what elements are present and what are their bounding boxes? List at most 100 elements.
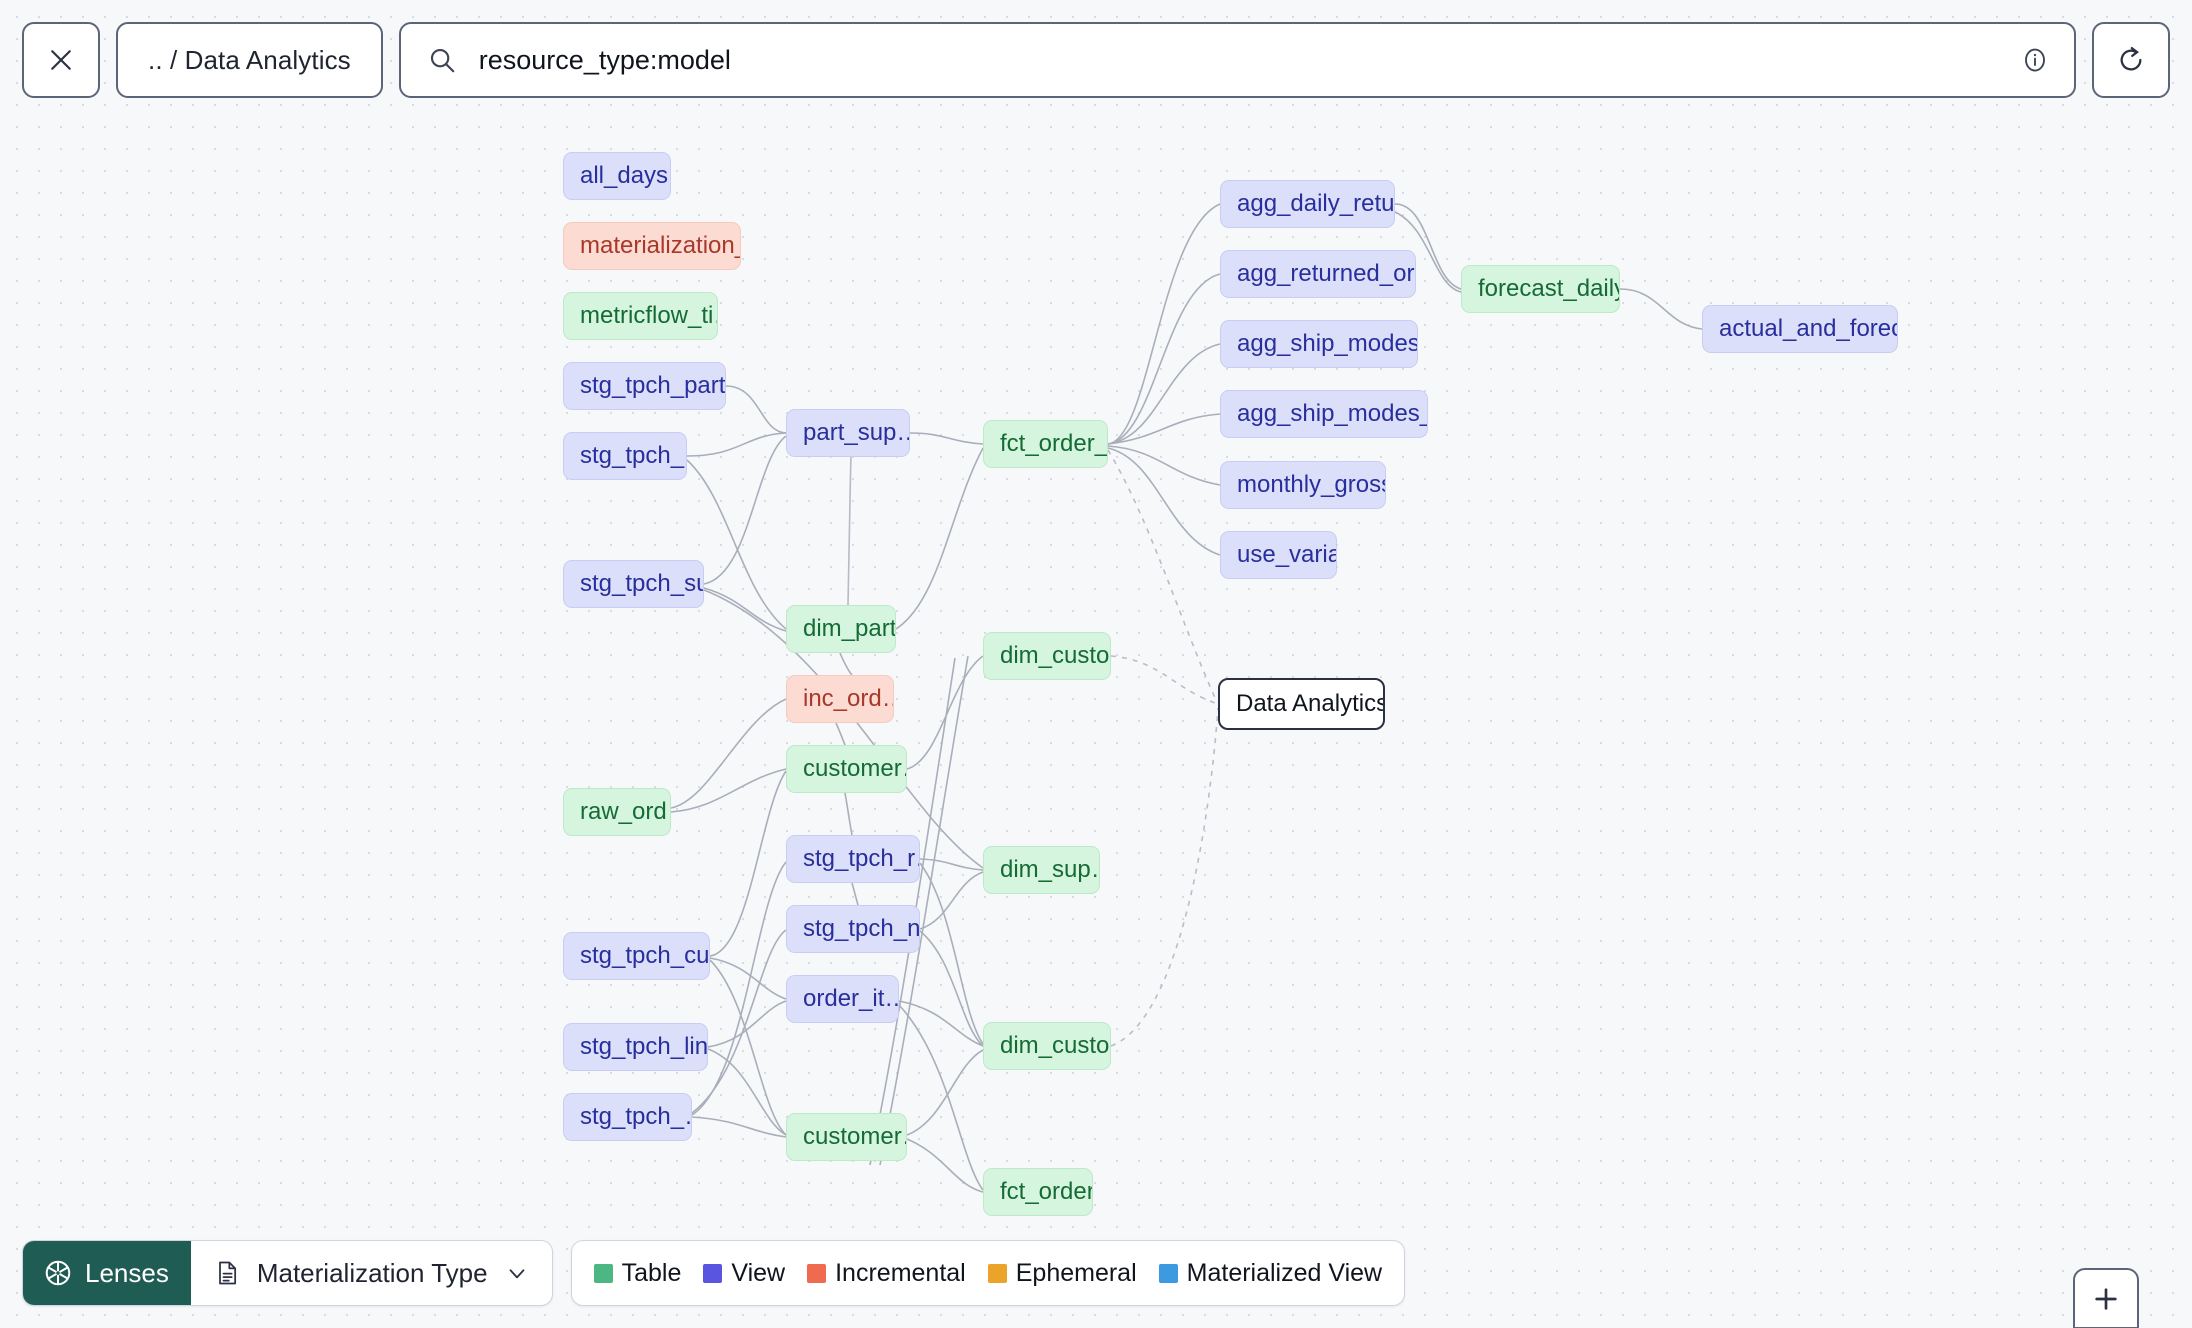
graph-node-fct_orders[interactable]: fct_orders (983, 1168, 1093, 1216)
legend-label: Incremental (835, 1258, 966, 1287)
graph-node-label: agg_ship_modes_d… (1237, 330, 1418, 357)
document-icon (218, 1261, 236, 1285)
graph-node-materialization_i[interactable]: materialization_i… (563, 222, 741, 270)
graph-node-label: agg_returned_orde… (1237, 260, 1415, 287)
close-icon (51, 50, 71, 70)
graph-node-label: inc_ord… (803, 685, 893, 712)
close-button[interactable] (22, 22, 100, 98)
graph-node-order_it[interactable]: order_it… (786, 975, 899, 1023)
materialization-type-select[interactable]: Materialization Type (191, 1241, 552, 1305)
search-input[interactable]: resource_type:model (398, 22, 2076, 98)
legend-label: Table (621, 1258, 682, 1287)
legend-item-view[interactable]: View (703, 1259, 785, 1288)
graph-node-agg_ship_modes_ha[interactable]: agg_ship_modes_ha… (1220, 390, 1428, 438)
lenses-button[interactable]: Lenses (23, 1241, 191, 1305)
lenses-label: Lenses (85, 1257, 169, 1288)
graph-node-label: monthly_gross… (1237, 471, 1385, 498)
graph-node-stg_tpch_r[interactable]: stg_tpch_r… (786, 835, 920, 883)
graph-node-use_varia[interactable]: use_varia… (1220, 531, 1337, 579)
refresh-button[interactable] (2092, 22, 2170, 98)
lenses-group: Lenses Materialization Type (22, 1240, 553, 1306)
graph-node-label: dim_custo… (1000, 1032, 1110, 1059)
graph-node-agg_daily_retur[interactable]: agg_daily_retur… (1220, 180, 1395, 228)
graph-node-label: dim_custo… (1000, 642, 1110, 669)
search-value: resource_type:model (478, 44, 731, 75)
graph-node-label: actual_and_foreca… (1719, 315, 1897, 342)
graph-node-label: customer… (803, 1123, 906, 1150)
zoom-in-button[interactable] (2075, 1270, 2137, 1327)
search-icon (430, 48, 455, 73)
graph-node-label: forecast_daily… (1478, 275, 1619, 302)
info-icon[interactable] (2020, 45, 2050, 75)
breadcrumb[interactable]: .. / Data Analytics (116, 22, 383, 98)
graph-node-stg_tpch_lin[interactable]: stg_tpch_lin… (563, 1023, 708, 1071)
graph-node-label: Data Analytics | … (1236, 690, 1385, 717)
graph-node-label: stg_tpch_r… (803, 845, 919, 872)
graph-node-forecast_daily[interactable]: forecast_daily… (1461, 265, 1620, 313)
graph-edges (670, 203, 1703, 1193)
graph-node-label: stg_tpch_lin… (580, 1033, 708, 1060)
graph-node-dim_sup[interactable]: dim_sup… (983, 846, 1100, 894)
graph-node-customer_top[interactable]: customer… (786, 745, 907, 793)
legend-item-table[interactable]: Table (593, 1258, 682, 1288)
graph-node-stg_tpch_su[interactable]: stg_tpch_su… (563, 560, 704, 608)
top-toolbar: .. / Data Analytics resource_type:model (0, 0, 2192, 120)
breadcrumb-label: .. / Data Analytics (148, 44, 351, 75)
legend-swatch (593, 1263, 613, 1283)
legend-swatch (807, 1263, 827, 1283)
graph-node-label: materialization_i… (580, 232, 740, 259)
graph-node-stg_tpch_n[interactable]: stg_tpch_n… (786, 905, 920, 953)
legend-swatch (987, 1263, 1007, 1283)
graph-node-label: part_sup… (803, 419, 910, 446)
graph-node-customer_bottom[interactable]: customer… (786, 1113, 907, 1161)
graph-node-stg_tpch_part_[interactable]: stg_tpch_part_… (563, 362, 726, 410)
graph-node-label: customer… (803, 755, 906, 782)
graph-node-label: all_days (580, 162, 669, 189)
graph-node-metricflow_ti[interactable]: metricflow_ti… (563, 292, 718, 340)
legend-item-incremental[interactable]: Incremental (807, 1259, 966, 1288)
graph-node-label: stg_tpch_su… (580, 570, 703, 597)
graph-node-dim_custo_bottom[interactable]: dim_custo… (983, 1022, 1111, 1070)
graph-node-agg_returned_orde[interactable]: agg_returned_orde… (1220, 250, 1416, 298)
graph-node-actual_and_foreca[interactable]: actual_and_foreca… (1702, 305, 1898, 353)
refresh-icon (2120, 46, 2142, 71)
legend-item-materialized-view[interactable]: Materialized View (1158, 1258, 1383, 1288)
bottom-toolbar: Lenses Materialization Type Table View Inc… (22, 1240, 1406, 1306)
aperture-icon (45, 1260, 71, 1286)
graph-node-label: stg_tpch_… (580, 442, 686, 469)
materialization-type-label: Materialization Type (256, 1257, 488, 1288)
legend-label: Materialized View (1186, 1258, 1383, 1287)
plus-icon (2095, 1287, 2117, 1310)
graph-node-label: stg_tpch_cu… (580, 942, 710, 969)
materialization-legend: Table View Incremental Ephemeral Materialize… (570, 1240, 1406, 1306)
graph-node-label: stg_tpch_n… (803, 915, 920, 942)
graph-node-fct_order_i[interactable]: fct_order_i… (983, 420, 1108, 468)
graph-node-inc_ord[interactable]: inc_ord… (786, 675, 894, 723)
graph-node-label: stg_tpch_… (580, 1103, 691, 1130)
graph-node-stg_tpch_a[interactable]: stg_tpch_… (563, 432, 687, 480)
graph-node-label: dim_sup… (1000, 856, 1099, 883)
graph-node-stg_tpch_b[interactable]: stg_tpch_… (563, 1093, 692, 1141)
graph-node-agg_ship_modes_d[interactable]: agg_ship_modes_d… (1220, 320, 1418, 368)
graph-node-label: order_it… (803, 985, 899, 1012)
graph-canvas[interactable]: all_days materialization_i… metricflow_ti…… (0, 120, 2192, 1328)
graph-node-stg_tpch_cu[interactable]: stg_tpch_cu… (563, 932, 710, 980)
graph-node-dim_custo_top[interactable]: dim_custo… (983, 632, 1111, 680)
legend-swatch (703, 1263, 723, 1283)
graph-node-label: stg_tpch_part_… (580, 372, 726, 399)
graph-node-all_days[interactable]: all_days (563, 152, 671, 200)
graph-node-label: raw_ord… (580, 798, 670, 825)
graph-node-monthly_gross[interactable]: monthly_gross… (1220, 461, 1386, 509)
graph-node-raw_ord[interactable]: raw_ord… (563, 788, 671, 836)
legend-label: View (731, 1258, 786, 1287)
graph-node-label: agg_ship_modes_ha… (1237, 400, 1427, 427)
graph-node-label: use_varia… (1237, 541, 1336, 568)
legend-label: Ephemeral (1015, 1258, 1137, 1287)
graph-node-label: agg_daily_retur… (1237, 190, 1395, 217)
graph-node-part_sup[interactable]: part_sup… (786, 409, 910, 457)
legend-item-ephemeral[interactable]: Ephemeral (987, 1258, 1137, 1288)
graph-node-data_analytics_exposure[interactable]: Data Analytics | … (1218, 678, 1385, 730)
